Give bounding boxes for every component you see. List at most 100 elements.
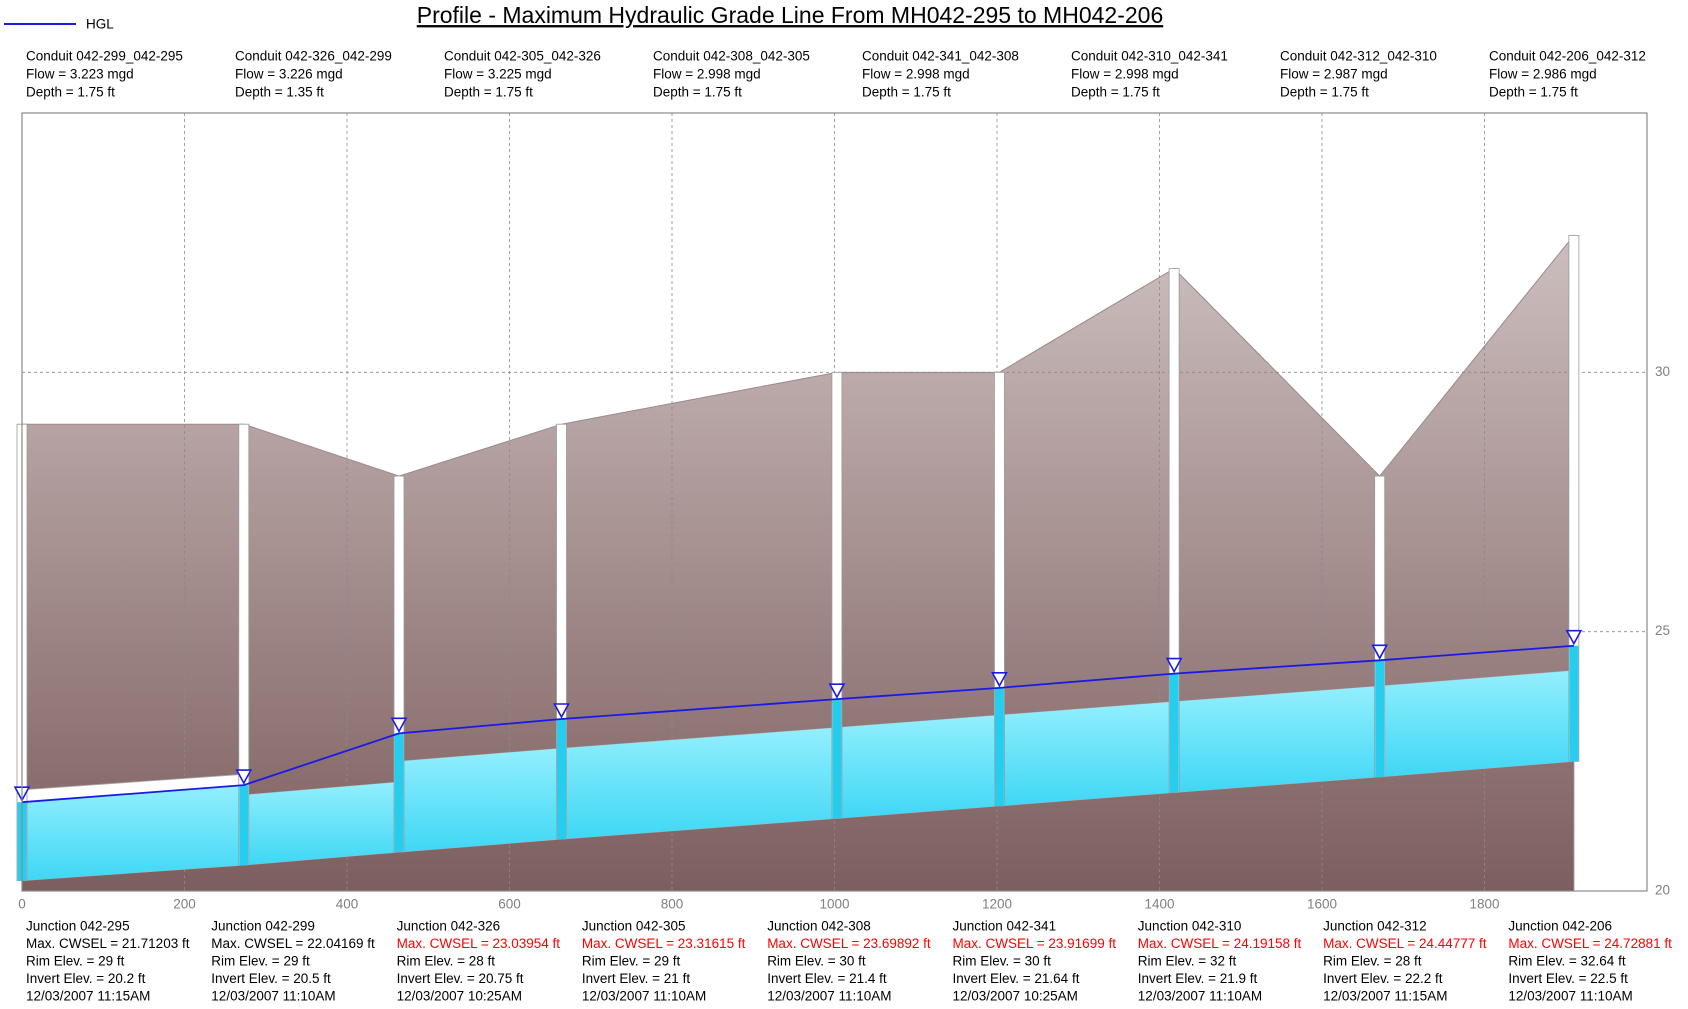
- conduit-label: Depth = 1.35 ft: [235, 85, 324, 100]
- junction-label: Max. CWSEL = 23.03954 ft: [397, 936, 561, 951]
- pipe-water: [1379, 670, 1574, 777]
- conduit-label: Depth = 1.75 ft: [1280, 85, 1369, 100]
- conduit-label: Flow = 2.998 mgd: [1071, 67, 1179, 82]
- junction-label: Rim Elev. = 29 ft: [211, 954, 310, 969]
- junction-label: Invert Elev. = 21.64 ft: [953, 971, 1080, 986]
- junction-label: Max. CWSEL = 24.44777 ft: [1323, 936, 1487, 951]
- junction-label: Max. CWSEL = 21.71203 ft: [26, 936, 190, 951]
- junction-label: Junction 042-295: [26, 919, 130, 934]
- conduit-label: Conduit 042-326_042-299: [235, 49, 392, 64]
- conduit-label: Conduit 042-206_042-312: [1489, 49, 1646, 64]
- junction-label: Junction 042-299: [211, 919, 315, 934]
- junction-label: 12/03/2007 11:10AM: [1138, 989, 1262, 1004]
- junction-label: Rim Elev. = 32 ft: [1138, 954, 1237, 969]
- junction-label: Rim Elev. = 32.64 ft: [1508, 954, 1625, 969]
- junction-label: 12/03/2007 11:15AM: [26, 989, 150, 1004]
- junction-label: Invert Elev. = 20.75 ft: [397, 971, 524, 986]
- junction-label: 12/03/2007 11:15AM: [1323, 989, 1447, 1004]
- junction-label: Max. CWSEL = 23.69892 ft: [767, 936, 931, 951]
- conduit-label: Flow = 2.998 mgd: [653, 67, 761, 82]
- pipe-water: [22, 785, 244, 881]
- junction-label: Invert Elev. = 21 ft: [582, 971, 690, 986]
- x-tick-label: 1600: [1307, 897, 1337, 912]
- manhole-water: [1569, 645, 1579, 762]
- hgl-marker: [1565, 629, 1583, 646]
- x-tick-label: 400: [336, 897, 359, 912]
- junction-label: Max. CWSEL = 24.19158 ft: [1138, 936, 1302, 951]
- conduit-label: Conduit 042-299_042-295: [26, 49, 183, 64]
- conduit-label: Conduit 042-341_042-308: [862, 49, 1019, 64]
- manhole: [831, 371, 843, 819]
- x-tick-label: 600: [498, 897, 521, 912]
- hgl-marker: [1371, 644, 1389, 660]
- junction-label: Max. CWSEL = 24.72881 ft: [1508, 936, 1672, 951]
- pipe-water: [999, 701, 1175, 806]
- hgl-marker: [553, 703, 570, 719]
- conduit-label: Depth = 1.75 ft: [1489, 85, 1578, 100]
- junction-label: Invert Elev. = 22.5 ft: [1508, 971, 1628, 986]
- junction-label: Max. CWSEL = 22.04169 ft: [211, 936, 375, 951]
- conduit-label: Conduit 042-305_042-326: [444, 49, 601, 64]
- x-tick-label: 1400: [1144, 897, 1174, 912]
- junction-label: Junction 042-341: [953, 919, 1057, 934]
- junction-label: 12/03/2007 11:10AM: [767, 989, 891, 1004]
- x-tick-label: 200: [173, 897, 196, 912]
- x-tick-label: 1800: [1469, 897, 1499, 912]
- junction-label: Junction 042-326: [397, 919, 501, 934]
- hgl-marker: [991, 672, 1008, 688]
- conduit-label: Flow = 3.226 mgd: [235, 67, 343, 82]
- hgl-marker: [235, 769, 253, 785]
- junction-label: Rim Elev. = 29 ft: [26, 954, 125, 969]
- junction-label: Max. CWSEL = 23.91699 ft: [953, 936, 1117, 951]
- hgl-marker: [390, 717, 408, 734]
- conduit-label: Conduit 042-312_042-310: [1280, 49, 1437, 64]
- junction-label: Junction 042-308: [767, 919, 871, 934]
- junction-label: 12/03/2007 11:10AM: [582, 989, 706, 1004]
- hgl-marker: [1165, 657, 1183, 674]
- manhole-water: [994, 687, 1004, 806]
- pipe-water: [243, 782, 399, 866]
- junction-label: Junction 042-305: [582, 919, 686, 934]
- pipe-water: [561, 727, 837, 840]
- x-tick-label: 800: [661, 897, 684, 912]
- x-tick-label: 0: [18, 897, 26, 912]
- conduit-label: Conduit 042-308_042-305: [653, 49, 810, 64]
- legend-label: HGL: [86, 17, 114, 32]
- conduit-label: Depth = 1.75 ft: [26, 85, 115, 100]
- junction-label: 12/03/2007 11:10AM: [211, 989, 335, 1004]
- manhole-water: [832, 699, 842, 819]
- manhole-water: [239, 785, 249, 866]
- junction-label: Rim Elev. = 28 ft: [1323, 954, 1422, 969]
- conduit-label: Depth = 1.75 ft: [653, 85, 742, 100]
- pipe-water: [836, 715, 1000, 819]
- junction-label: Junction 042-310: [1138, 919, 1242, 934]
- manhole-water: [394, 733, 404, 853]
- manhole-water: [1375, 660, 1385, 777]
- hgl-marker: [828, 683, 846, 699]
- junction-label: Rim Elev. = 30 ft: [953, 954, 1052, 969]
- plot-border: [21, 112, 1648, 892]
- junction-label: Invert Elev. = 21.9 ft: [1138, 971, 1258, 986]
- hgl-line: [21, 644, 1574, 804]
- junction-label: 12/03/2007 10:25AM: [397, 989, 522, 1004]
- conduit-label: Depth = 1.75 ft: [862, 85, 951, 100]
- conduit-label: Flow = 3.225 mgd: [444, 67, 552, 82]
- pipe-water: [1174, 686, 1380, 793]
- junction-label: Invert Elev. = 20.5 ft: [211, 971, 331, 986]
- junction-label: Max. CWSEL = 23.31615 ft: [582, 936, 746, 951]
- junction-label: 12/03/2007 11:10AM: [1508, 989, 1632, 1004]
- conduit-label: Conduit 042-310_042-341: [1071, 49, 1228, 64]
- junction-label: Invert Elev. = 20.2 ft: [26, 971, 146, 986]
- manhole-water: [1169, 673, 1179, 793]
- junction-label: Rim Elev. = 28 ft: [397, 954, 496, 969]
- conduit-label: Flow = 2.998 mgd: [862, 67, 970, 82]
- junction-label: Junction 042-206: [1508, 919, 1612, 934]
- chart-title: Profile - Maximum Hydraulic Grade Line F…: [417, 2, 1164, 28]
- conduit-label: Depth = 1.75 ft: [444, 85, 533, 100]
- junction-label: Junction 042-312: [1323, 919, 1427, 934]
- x-tick-label: 1200: [982, 897, 1012, 912]
- y-tick-label: 25: [1655, 623, 1670, 638]
- conduit-label: Depth = 1.75 ft: [1071, 85, 1160, 100]
- pipe-water: [399, 748, 562, 853]
- junction-label: Invert Elev. = 21.4 ft: [767, 971, 887, 986]
